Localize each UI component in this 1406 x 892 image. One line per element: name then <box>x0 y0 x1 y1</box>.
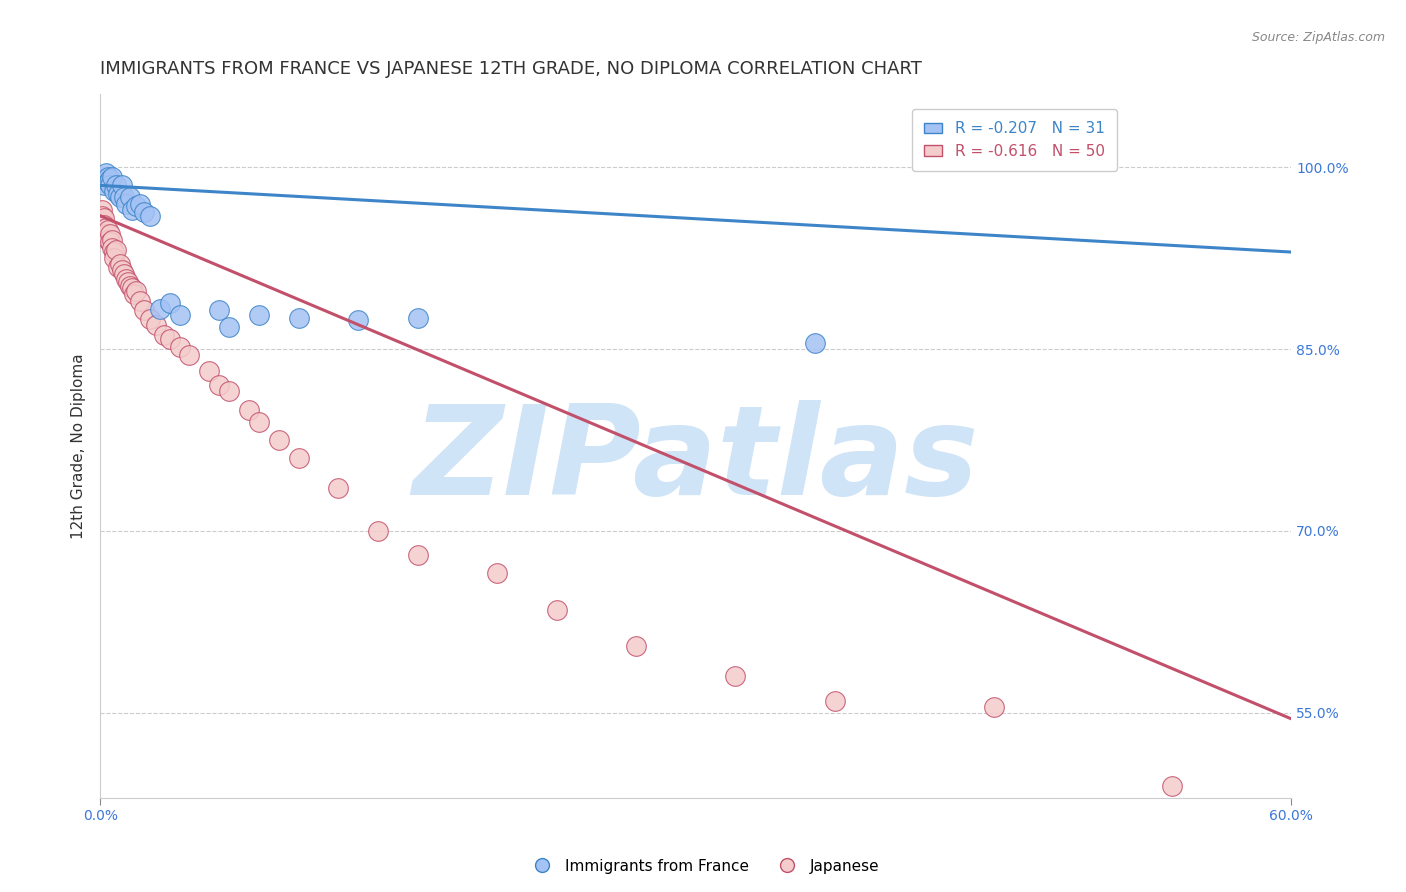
Japanese <box>139 311 162 326</box>
Immigrants from France <box>247 308 270 322</box>
Japanese <box>152 327 174 342</box>
Japanese <box>122 287 145 301</box>
Text: IMMIGRANTS FROM FRANCE VS JAPANESE 12TH GRADE, NO DIPLOMA CORRELATION CHART: IMMIGRANTS FROM FRANCE VS JAPANESE 12TH … <box>100 60 922 78</box>
Japanese <box>159 332 181 346</box>
Japanese <box>98 227 121 241</box>
Japanese <box>121 281 143 295</box>
Japanese <box>179 348 201 362</box>
Japanese <box>169 340 191 354</box>
Japanese <box>198 364 221 378</box>
Japanese <box>624 639 647 653</box>
Japanese <box>267 433 290 447</box>
Japanese <box>91 209 114 223</box>
Immigrants from France <box>128 196 150 211</box>
Japanese <box>367 524 389 538</box>
Immigrants from France <box>111 178 134 193</box>
Immigrants from France <box>169 308 191 322</box>
Immigrants from France <box>93 178 115 193</box>
Immigrants from France <box>97 175 120 189</box>
Japanese <box>97 233 120 247</box>
Japanese <box>125 284 148 298</box>
Japanese <box>247 415 270 429</box>
Japanese <box>824 694 846 708</box>
Japanese <box>208 378 231 392</box>
Japanese <box>94 220 117 235</box>
Japanese <box>486 566 509 581</box>
Japanese <box>94 227 117 241</box>
Immigrants from France <box>98 178 121 193</box>
Japanese <box>1161 779 1184 793</box>
Immigrants from France <box>118 190 141 204</box>
Japanese <box>103 251 125 265</box>
Y-axis label: 12th Grade, No Diploma: 12th Grade, No Diploma <box>72 353 86 539</box>
Immigrants from France <box>112 190 135 204</box>
Japanese <box>107 260 129 274</box>
Text: Source: ZipAtlas.com: Source: ZipAtlas.com <box>1251 31 1385 45</box>
Immigrants from France <box>159 296 181 310</box>
Immigrants from France <box>98 172 121 186</box>
Japanese <box>111 263 134 277</box>
Immigrants from France <box>103 185 125 199</box>
Japanese <box>115 271 138 285</box>
Immigrants from France <box>107 186 129 201</box>
Japanese <box>983 699 1005 714</box>
Immigrants from France <box>91 172 114 186</box>
Japanese <box>97 223 120 237</box>
Japanese <box>112 267 135 281</box>
Immigrants from France <box>287 310 309 325</box>
Japanese <box>238 402 260 417</box>
Japanese <box>93 219 115 233</box>
Japanese <box>93 211 115 226</box>
Immigrants from France <box>94 166 117 180</box>
Immigrants from France <box>97 169 120 184</box>
Japanese <box>117 276 139 290</box>
Japanese <box>132 303 155 318</box>
Japanese <box>101 241 124 255</box>
Immigrants from France <box>132 205 155 219</box>
Legend: R = -0.207   N = 31, R = -0.616   N = 50: R = -0.207 N = 31, R = -0.616 N = 50 <box>912 109 1116 171</box>
Immigrants from France <box>105 178 128 193</box>
Japanese <box>91 202 114 217</box>
Immigrants from France <box>115 196 138 211</box>
Japanese <box>287 451 309 466</box>
Immigrants from France <box>121 202 143 217</box>
Japanese <box>101 233 124 247</box>
Legend: Immigrants from France, Japanese: Immigrants from France, Japanese <box>520 853 886 880</box>
Japanese <box>98 235 121 250</box>
Japanese <box>108 257 131 271</box>
Japanese <box>128 293 150 308</box>
Japanese <box>145 318 167 332</box>
Immigrants from France <box>139 209 162 223</box>
Immigrants from France <box>125 199 148 213</box>
Japanese <box>406 548 429 562</box>
Immigrants from France <box>347 313 370 327</box>
Japanese <box>103 245 125 260</box>
Japanese <box>218 384 240 399</box>
Japanese <box>118 279 141 293</box>
Immigrants from France <box>218 320 240 334</box>
Japanese <box>724 669 747 683</box>
Japanese <box>546 603 568 617</box>
Japanese <box>328 482 350 496</box>
Immigrants from France <box>108 190 131 204</box>
Text: ZIPatlas: ZIPatlas <box>412 400 979 521</box>
Immigrants from France <box>406 310 429 325</box>
Japanese <box>105 243 128 257</box>
Immigrants from France <box>149 301 172 316</box>
Immigrants from France <box>208 303 231 318</box>
Immigrants from France <box>804 336 827 351</box>
Immigrants from France <box>101 169 124 184</box>
